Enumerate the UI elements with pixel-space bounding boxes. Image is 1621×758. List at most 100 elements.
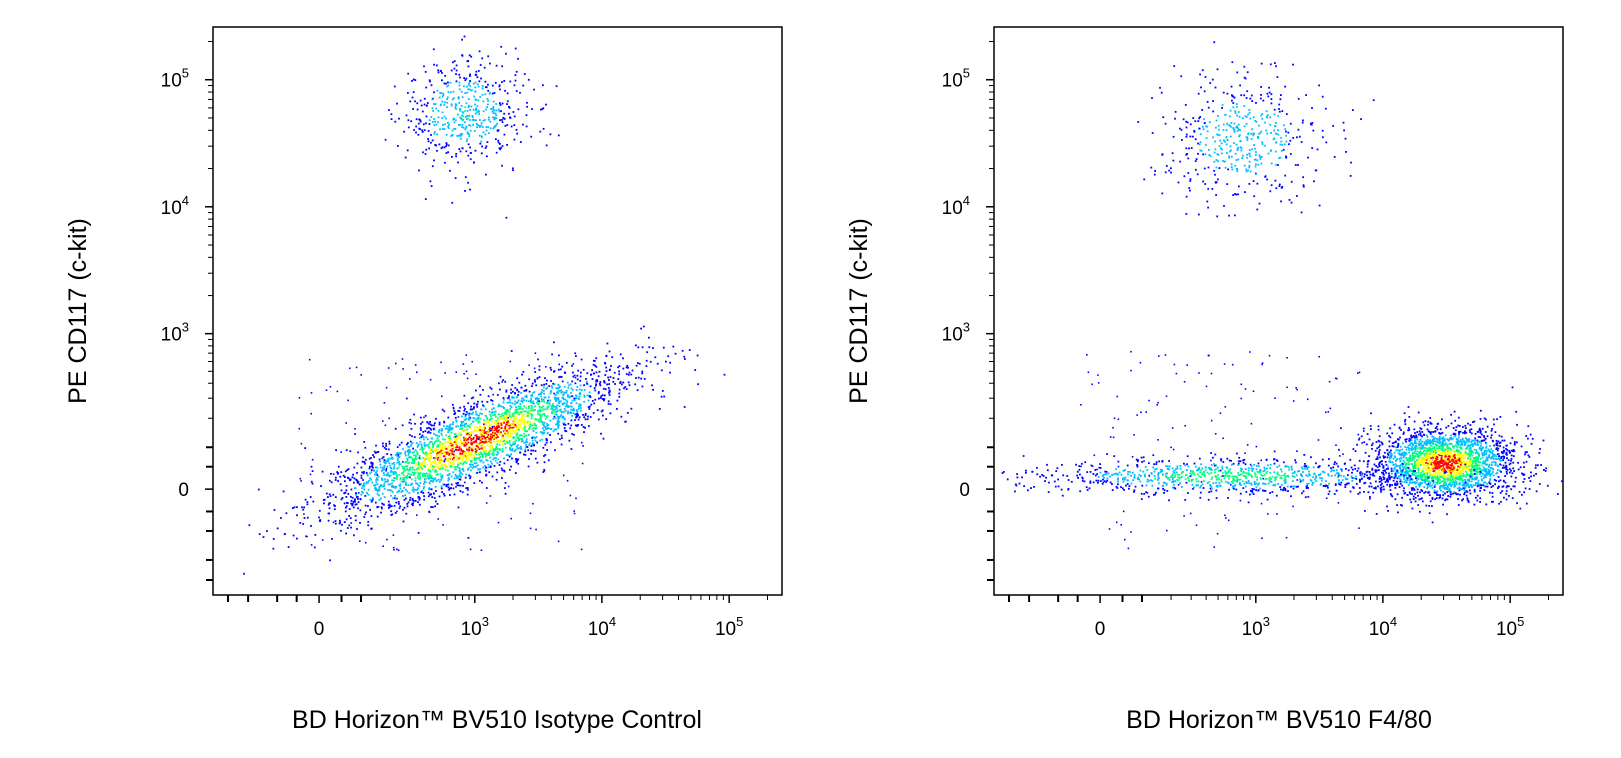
data-point <box>345 505 348 508</box>
data-point <box>390 457 392 460</box>
data-point <box>522 84 525 87</box>
data-point <box>441 475 444 478</box>
data-point <box>1446 447 1449 450</box>
data-point <box>548 396 550 399</box>
data-point <box>511 395 514 398</box>
data-point <box>493 92 496 94</box>
data-point <box>554 397 556 400</box>
data-point <box>604 388 607 391</box>
data-point <box>550 380 552 382</box>
data-point <box>520 399 523 402</box>
data-point <box>440 361 442 364</box>
data-point <box>489 427 491 430</box>
data-point <box>478 430 481 433</box>
data-point <box>430 463 432 466</box>
data-point <box>525 407 528 409</box>
data-point <box>467 468 469 471</box>
data-point <box>450 444 453 447</box>
data-point <box>507 416 509 419</box>
data-point <box>593 389 596 391</box>
data-point <box>1222 123 1225 126</box>
data-point <box>531 395 533 397</box>
data-point <box>484 427 486 429</box>
data-point <box>1246 71 1249 74</box>
data-point <box>497 417 499 420</box>
data-point <box>376 506 379 509</box>
data-point <box>422 123 425 126</box>
data-point <box>488 440 491 443</box>
data-point <box>357 451 359 454</box>
data-point <box>525 438 528 441</box>
data-point <box>1483 417 1486 420</box>
data-point <box>529 423 532 426</box>
data-point <box>478 426 481 428</box>
data-point <box>465 443 468 446</box>
data-point <box>1430 445 1433 447</box>
data-point <box>1342 121 1345 124</box>
data-point <box>523 427 526 429</box>
data-point <box>482 443 484 446</box>
data-point <box>481 93 484 96</box>
data-point <box>642 325 645 328</box>
data-point <box>1400 429 1402 431</box>
data-point <box>1279 98 1282 101</box>
data-point <box>383 459 386 461</box>
data-point <box>520 445 522 448</box>
data-point <box>1206 101 1209 103</box>
data-point <box>428 123 431 125</box>
data-point <box>1275 150 1277 153</box>
data-point <box>1423 486 1426 488</box>
data-point <box>1485 442 1488 445</box>
data-point <box>572 371 574 374</box>
data-point <box>520 420 523 422</box>
data-point <box>464 426 466 428</box>
data-point <box>405 481 407 484</box>
data-point <box>1280 140 1283 143</box>
data-point <box>424 445 427 447</box>
data-point <box>1446 498 1449 501</box>
data-point <box>585 380 588 383</box>
data-point <box>451 129 454 132</box>
data-point <box>594 364 597 367</box>
data-point <box>500 422 503 425</box>
data-point <box>1312 129 1315 132</box>
data-point <box>514 408 517 411</box>
y-tick-label: 103 <box>161 320 189 346</box>
data-point <box>451 98 454 101</box>
data-point <box>1418 482 1420 485</box>
data-point <box>688 349 691 351</box>
data-point <box>1505 470 1508 473</box>
data-point <box>366 473 369 476</box>
data-point <box>580 358 583 361</box>
data-point <box>501 81 503 83</box>
data-point <box>392 462 395 464</box>
data-point <box>1246 156 1249 159</box>
data-point <box>1321 129 1324 132</box>
data-point <box>532 422 534 424</box>
data-point <box>398 473 401 476</box>
data-point <box>618 388 621 391</box>
data-point <box>508 395 510 397</box>
data-point <box>1292 137 1295 139</box>
data-point <box>1273 137 1276 140</box>
x-tick-label: 105 <box>715 614 743 640</box>
data-point <box>383 488 386 490</box>
data-point <box>447 477 450 479</box>
data-point <box>506 103 508 105</box>
data-point <box>506 430 508 432</box>
data-point <box>455 425 457 428</box>
data-point <box>502 440 505 443</box>
data-point <box>550 368 553 371</box>
data-point <box>1236 114 1238 117</box>
data-point <box>646 351 649 354</box>
data-point <box>1471 475 1473 477</box>
data-point <box>1264 176 1267 178</box>
data-point <box>509 415 511 418</box>
data-point <box>568 439 571 442</box>
data-point <box>397 501 400 503</box>
data-point <box>490 424 493 427</box>
data-point <box>472 438 474 440</box>
data-point <box>528 427 531 430</box>
data-point <box>550 428 553 430</box>
